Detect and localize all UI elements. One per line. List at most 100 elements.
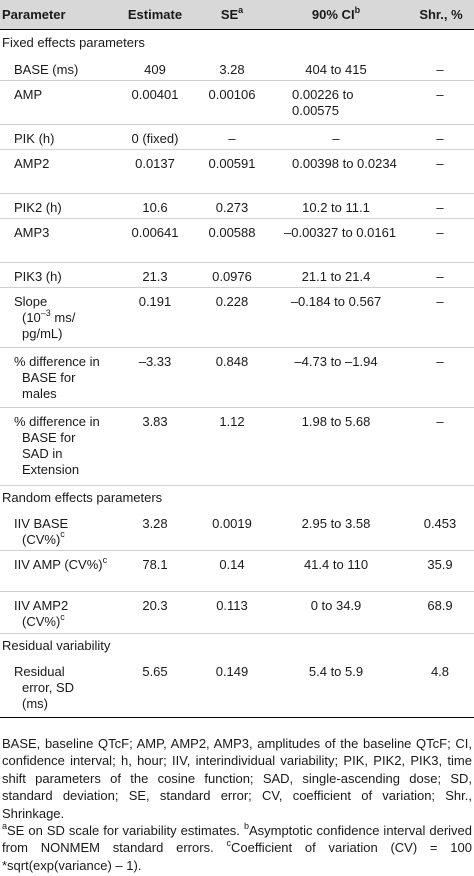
row-se: – (198, 124, 266, 150)
row-parameter: IIV BASE (CV%)c (14, 515, 69, 547)
row-se: 0.149 (198, 657, 266, 718)
row-shrinkage: 35.9 (406, 550, 474, 592)
section-row: Fixed effects parameters (0, 30, 474, 56)
section-row: Random effects parameters (0, 486, 474, 510)
row-ci: –4.73 to –1.94 (266, 347, 406, 408)
header-parameter: Parameter (0, 0, 112, 30)
footnote-notes: aSE on SD scale for variability estimate… (2, 820, 472, 873)
row-parameter: PIK3 (h) (14, 269, 62, 284)
row-ci: 1.98 to 5.68 (266, 407, 406, 486)
table-header-row: Parameter Estimate SEa 90% CIb Shr., % (0, 0, 474, 30)
row-shrinkage: – (406, 287, 474, 348)
table-row: Slope (10–3 ms/ pg/mL) 0.191 0.228 –0.184… (0, 287, 474, 348)
row-ci: 2.95 to 3.58 (266, 509, 406, 551)
row-ci: 0.00226 to 0.00575 (266, 80, 406, 125)
row-ci: 0.00398 to 0.0234 (266, 149, 406, 194)
row-shrinkage: – (406, 407, 474, 486)
row-parameter: IIV AMP (CV%)c (14, 554, 108, 572)
header-shrinkage: Shr., % (406, 0, 474, 30)
section-row: Residual variability (0, 634, 474, 658)
row-estimate: 409 (112, 55, 198, 81)
row-shrinkage: – (406, 193, 474, 219)
row-estimate: 21.3 (112, 262, 198, 288)
row-ci: –0.184 to 0.567 (266, 287, 406, 348)
row-estimate: 0.00641 (112, 218, 198, 263)
table-row: % difference in BASE for males –3.33 0.8… (0, 347, 474, 408)
row-ci: 0 to 34.9 (266, 591, 406, 634)
row-shrinkage: – (406, 262, 474, 288)
row-parameter: Slope (10–3 ms/ pg/mL) (14, 294, 76, 341)
row-ci: – (266, 124, 406, 150)
row-shrinkage: – (406, 149, 474, 194)
table-row: PIK3 (h) 21.3 0.0976 21.1 to 21.4 – (0, 262, 474, 288)
row-parameter: Residual error, SD (ms) (14, 663, 75, 711)
row-parameter: BASE (ms) (14, 61, 79, 77)
row-ci: 21.1 to 21.4 (266, 262, 406, 288)
table-row: AMP3 0.00641 0.00588 –0.00327 to 0.0161 … (0, 218, 474, 263)
row-parameter: PIK (h) (14, 131, 55, 146)
row-estimate: 3.28 (112, 509, 198, 551)
row-se: 0.00588 (198, 218, 266, 263)
row-se: 0.00106 (198, 80, 266, 125)
row-parameter: AMP3 (14, 225, 50, 240)
parameter-table: Parameter Estimate SEa 90% CIb Shr., % F… (0, 0, 474, 718)
row-shrinkage: – (406, 347, 474, 408)
table-row: PIK (h) 0 (fixed) – – – (0, 124, 474, 150)
section-random-effects: Random effects parameters (2, 490, 163, 505)
row-se: 0.273 (198, 193, 266, 219)
row-se: 0.113 (198, 591, 266, 634)
table-row: Residual error, SD (ms) 5.65 0.149 5.4 t… (0, 657, 474, 718)
section-fixed-effects: Fixed effects parameters (2, 35, 145, 50)
row-estimate: 0.00401 (112, 80, 198, 125)
row-estimate: 78.1 (112, 550, 198, 592)
row-se: 0.848 (198, 347, 266, 408)
row-shrinkage: 68.9 (406, 591, 474, 634)
row-se: 0.228 (198, 287, 266, 348)
row-parameter: % difference in BASE for males (14, 354, 100, 401)
row-shrinkage: – (406, 55, 474, 81)
section-residual-variability: Residual variability (2, 638, 111, 653)
table-row: AMP 0.00401 0.00106 0.00226 to 0.00575 – (0, 80, 474, 125)
table-row: IIV AMP (CV%)c 78.1 0.14 41.4 to 110 35.… (0, 550, 474, 592)
header-estimate: Estimate (112, 0, 198, 30)
row-estimate: 10.6 (112, 193, 198, 219)
row-shrinkage: – (406, 124, 474, 150)
row-shrinkage: – (406, 218, 474, 263)
table-row: AMP2 0.0137 0.00591 0.00398 to 0.0234 – (0, 149, 474, 194)
row-ci: 41.4 to 110 (266, 550, 406, 592)
row-se: 0.00591 (198, 149, 266, 194)
row-ci: –0.00327 to 0.0161 (266, 218, 406, 263)
row-parameter: IIV AMP2 (CV%)c (14, 598, 69, 629)
row-parameter: AMP2 (14, 156, 50, 171)
row-estimate: 5.65 (112, 657, 198, 718)
header-se: SEa (198, 0, 266, 30)
footnote-abbreviations: BASE, baseline QTcF; AMP, AMP2, AMP3, am… (2, 736, 472, 821)
row-estimate: 0 (fixed) (112, 124, 198, 150)
row-shrinkage: 0.453 (406, 509, 474, 551)
row-parameter: PIK2 (h) (14, 200, 62, 215)
row-se: 1.12 (198, 407, 266, 486)
row-estimate: 20.3 (112, 591, 198, 634)
row-parameter: % difference in BASE for SAD in Extensio… (14, 414, 100, 477)
table-row: IIV AMP2 (CV%)c 20.3 0.113 0 to 34.9 68.… (0, 591, 474, 634)
table-row: % difference in BASE for SAD in Extensio… (0, 407, 474, 486)
row-ci: 404 to 415 (266, 55, 406, 81)
row-se: 0.0976 (198, 262, 266, 288)
row-parameter: AMP (14, 87, 43, 102)
row-se: 0.14 (198, 550, 266, 592)
row-shrinkage: – (406, 80, 474, 125)
row-ci: 5.4 to 5.9 (266, 657, 406, 718)
table-footnote: BASE, baseline QTcF; AMP, AMP2, AMP3, am… (2, 735, 472, 874)
table-row: BASE (ms) 409 3.28 404 to 415 – (0, 55, 474, 81)
row-shrinkage: 4.8 (406, 657, 474, 718)
row-se: 0.0019 (198, 509, 266, 551)
row-estimate: –3.33 (112, 347, 198, 408)
table-row: IIV BASE (CV%)c 3.28 0.0019 2.95 to 3.58… (0, 509, 474, 551)
table-row: PIK2 (h) 10.6 0.273 10.2 to 11.1 – (0, 193, 474, 219)
row-se: 3.28 (198, 55, 266, 81)
header-ci: 90% CIb (266, 0, 406, 30)
row-estimate: 0.0137 (112, 149, 198, 194)
row-estimate: 3.83 (112, 407, 198, 486)
row-estimate: 0.191 (112, 287, 198, 348)
